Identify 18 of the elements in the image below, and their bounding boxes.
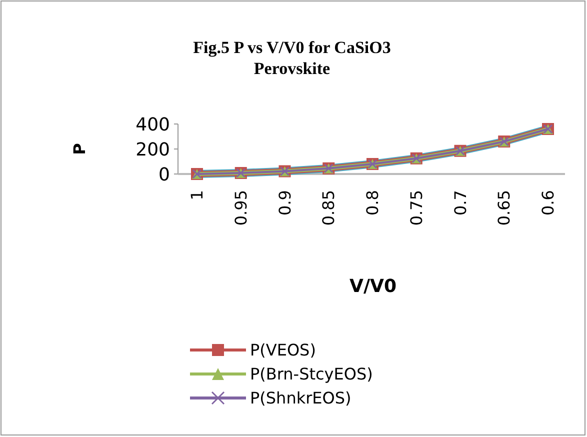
x-axis-title: V/V0 <box>350 276 396 297</box>
y-axis-title: P <box>70 142 89 155</box>
x-tick-label: 0.95 <box>231 190 250 226</box>
x-tick-label: 0.75 <box>406 190 426 226</box>
x-tick-label: 0.8 <box>363 190 382 216</box>
x-tick-label: 0.9 <box>275 190 294 216</box>
x-tick-label: 0.7 <box>450 190 470 216</box>
legend-label: P(ShnkrEOS) <box>250 388 352 408</box>
x-tick-label: 0.6 <box>538 190 558 216</box>
y-tick-label: 200 <box>136 139 170 160</box>
legend-label: P(VEOS) <box>250 340 316 360</box>
legend-label: P(Brn-StcyEOS) <box>250 364 373 384</box>
x-tick-label: 0.65 <box>494 190 514 226</box>
chart-title: Fig.5 P vs V/V0 for CaSiO3 Perovskite <box>193 38 391 78</box>
y-tick-label: 0 <box>158 164 170 186</box>
x-tick-label: 0.85 <box>319 190 338 226</box>
x-tick-label: 1 <box>188 190 207 200</box>
y-tick-label: 400 <box>136 114 170 136</box>
